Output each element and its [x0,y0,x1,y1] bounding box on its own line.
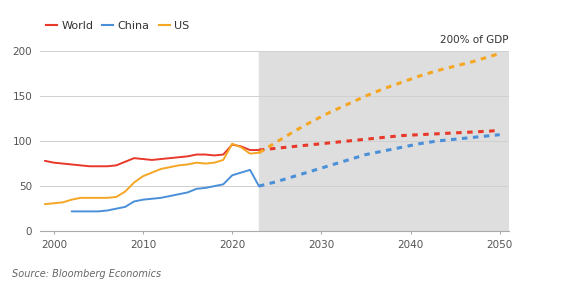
Bar [259,51,509,231]
Legend: World, China, US: World, China, US [42,17,194,36]
Text: Source: Bloomberg Economics: Source: Bloomberg Economics [12,269,161,279]
Text: 200% of GDP: 200% of GDP [440,35,509,45]
